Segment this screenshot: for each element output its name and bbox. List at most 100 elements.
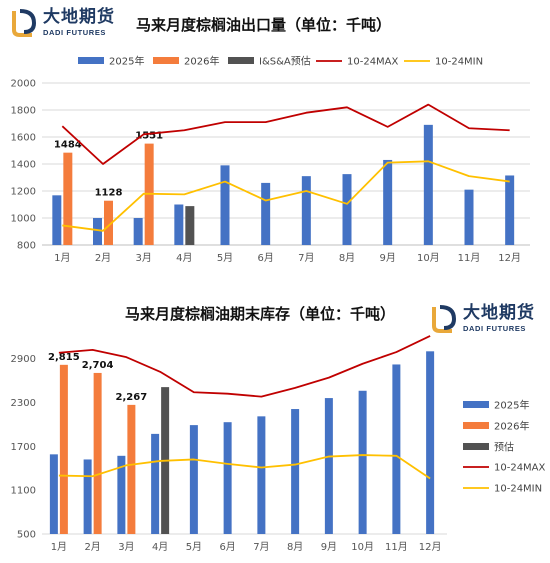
export-xtick-label: 11月 [458, 252, 481, 264]
export-chart-svg: 800 1000 1200 1400 1600 1800 2000 1月 2月 3月 4月 5月 6月 7… [11, 55, 530, 264]
stock-legend-swatch [463, 422, 489, 429]
brand-name-cn-2: 大地期货 [463, 303, 535, 324]
stock-chart-title: 马来月度棕榈油期末库存（单位：千吨） [125, 305, 396, 323]
stock-xtick-label: 6月 [219, 541, 235, 553]
stock-xtick-label: 10月 [351, 541, 374, 553]
export-bar [63, 152, 73, 245]
export-data-label: 1551 [135, 131, 163, 142]
export-chart-panel: 大地期货 DADI FUTURES 马来月度棕榈油出口量（单位：千吨） 800 1… [8, 8, 530, 264]
stock-ytick-label: 2900 [11, 354, 36, 365]
dadi-logo-icon [8, 8, 38, 38]
stock-line-10-24max [58, 335, 431, 398]
export-xtick-label: 7月 [298, 252, 314, 264]
stock-legend-swatch [463, 401, 489, 408]
stock-bar [426, 351, 435, 534]
stock-bar [257, 416, 266, 534]
export-chart-title: 马来月度棕榈油出口量（单位：千吨） [136, 16, 392, 34]
stock-data-label: 2,704 [82, 360, 114, 371]
export-bar [383, 159, 393, 245]
stock-ytick-label: 1700 [11, 442, 36, 453]
export-xtick-label: 4月 [176, 252, 192, 264]
stock-xtick-label: 8月 [287, 541, 303, 553]
stock-xtick-label: 12月 [419, 541, 442, 553]
stock-xtick-label: 5月 [186, 541, 202, 553]
export-bar [261, 182, 271, 245]
export-bar [301, 176, 311, 245]
stock-chart-svg: 500 1100 1700 2300 2900 1月 2月 3月 4月 5月 6月 7月 8月 9月 10月… [11, 335, 546, 553]
export-xtick-label: 6月 [257, 252, 273, 264]
stock-legend-label: 2025年 [494, 399, 529, 412]
export-ytick-label: 2000 [11, 79, 36, 90]
export-xtick-label: 10月 [417, 252, 440, 264]
stock-bar [151, 433, 160, 534]
brand-logo-2: 大地期货 DADI FUTURES [428, 304, 535, 334]
stock-xtick-label: 1月 [51, 541, 67, 553]
export-legend-label: 2025年 [109, 55, 144, 68]
stock-xtick-label: 9月 [321, 541, 337, 553]
export-bar [505, 175, 515, 245]
stock-bar [291, 409, 300, 534]
export-line-10-24max [61, 103, 510, 165]
stock-legend-label: 10-24MIN [494, 484, 542, 495]
stock-ytick-label: 1100 [11, 486, 36, 497]
export-bar [133, 218, 143, 245]
export-ytick-label: 1000 [11, 214, 36, 225]
export-bar [423, 124, 433, 245]
stock-chart-panel: 马来月度棕榈油期末库存（单位：千吨） 大地期货 DADI FUTURES 500… [0, 282, 550, 563]
export-legend-label: 10-24MIN [435, 57, 483, 68]
export-legend-swatch [78, 57, 104, 64]
export-ytick-label: 800 [17, 241, 36, 252]
export-bar [464, 189, 474, 245]
export-ytick-label: 1800 [11, 106, 36, 117]
stock-xtick-label: 2月 [84, 541, 100, 553]
stock-xtick-label: 7月 [253, 541, 269, 553]
export-xtick-label: 9月 [379, 252, 395, 264]
export-xtick-label: 12月 [498, 252, 521, 264]
stock-legend-swatch [463, 443, 489, 450]
export-xtick-label: 5月 [217, 252, 233, 264]
export-data-label: 1128 [95, 188, 123, 199]
export-xtick-label: 2月 [95, 252, 111, 264]
export-legend-label: 10-24MAX [347, 57, 399, 68]
stock-xtick-label: 4月 [152, 541, 168, 553]
stock-bar [127, 404, 136, 534]
brand-logo: 大地期货 DADI FUTURES [8, 8, 115, 38]
stock-bar [189, 425, 198, 534]
stock-bar [324, 398, 333, 534]
export-bar [342, 174, 352, 245]
stock-bar [83, 459, 92, 534]
export-xtick-label: 1月 [54, 252, 70, 264]
stock-line-10-24min [58, 454, 431, 480]
export-bar [52, 195, 62, 245]
stock-bar [49, 454, 58, 534]
stock-xtick-label: 3月 [118, 541, 134, 553]
export-legend-label: 2026年 [184, 55, 219, 68]
stock-ytick-label: 500 [17, 530, 36, 541]
brand-name-en-2: DADI FUTURES [463, 324, 527, 334]
stock-legend-label: 2026年 [494, 420, 529, 433]
stock-data-label: 2,815 [48, 352, 80, 363]
export-ytick-label: 1400 [11, 160, 36, 171]
dadi-logo-icon-2 [428, 304, 458, 334]
export-data-label: 1484 [54, 140, 82, 151]
export-bar [93, 218, 102, 245]
export-bar [174, 204, 184, 245]
stock-bar [223, 422, 232, 534]
export-legend-swatch [228, 57, 254, 64]
export-bar [220, 165, 230, 245]
stock-bar [59, 364, 68, 534]
stock-bar [117, 455, 126, 534]
export-ytick-label: 1200 [11, 187, 36, 198]
export-xtick-label: 8月 [339, 252, 355, 264]
stock-bar [358, 390, 367, 534]
export-bar [185, 206, 195, 245]
export-ytick-label: 1600 [11, 133, 36, 144]
stock-data-label: 2,267 [116, 392, 148, 403]
export-legend-label: I&S&A预估 [259, 55, 311, 68]
brand-name-en: DADI FUTURES [43, 28, 107, 38]
stock-bar [93, 372, 102, 534]
stock-ytick-label: 2300 [11, 398, 36, 409]
stock-bar [392, 364, 401, 534]
export-line-10-24min [62, 160, 510, 232]
export-xtick-label: 3月 [135, 252, 151, 264]
